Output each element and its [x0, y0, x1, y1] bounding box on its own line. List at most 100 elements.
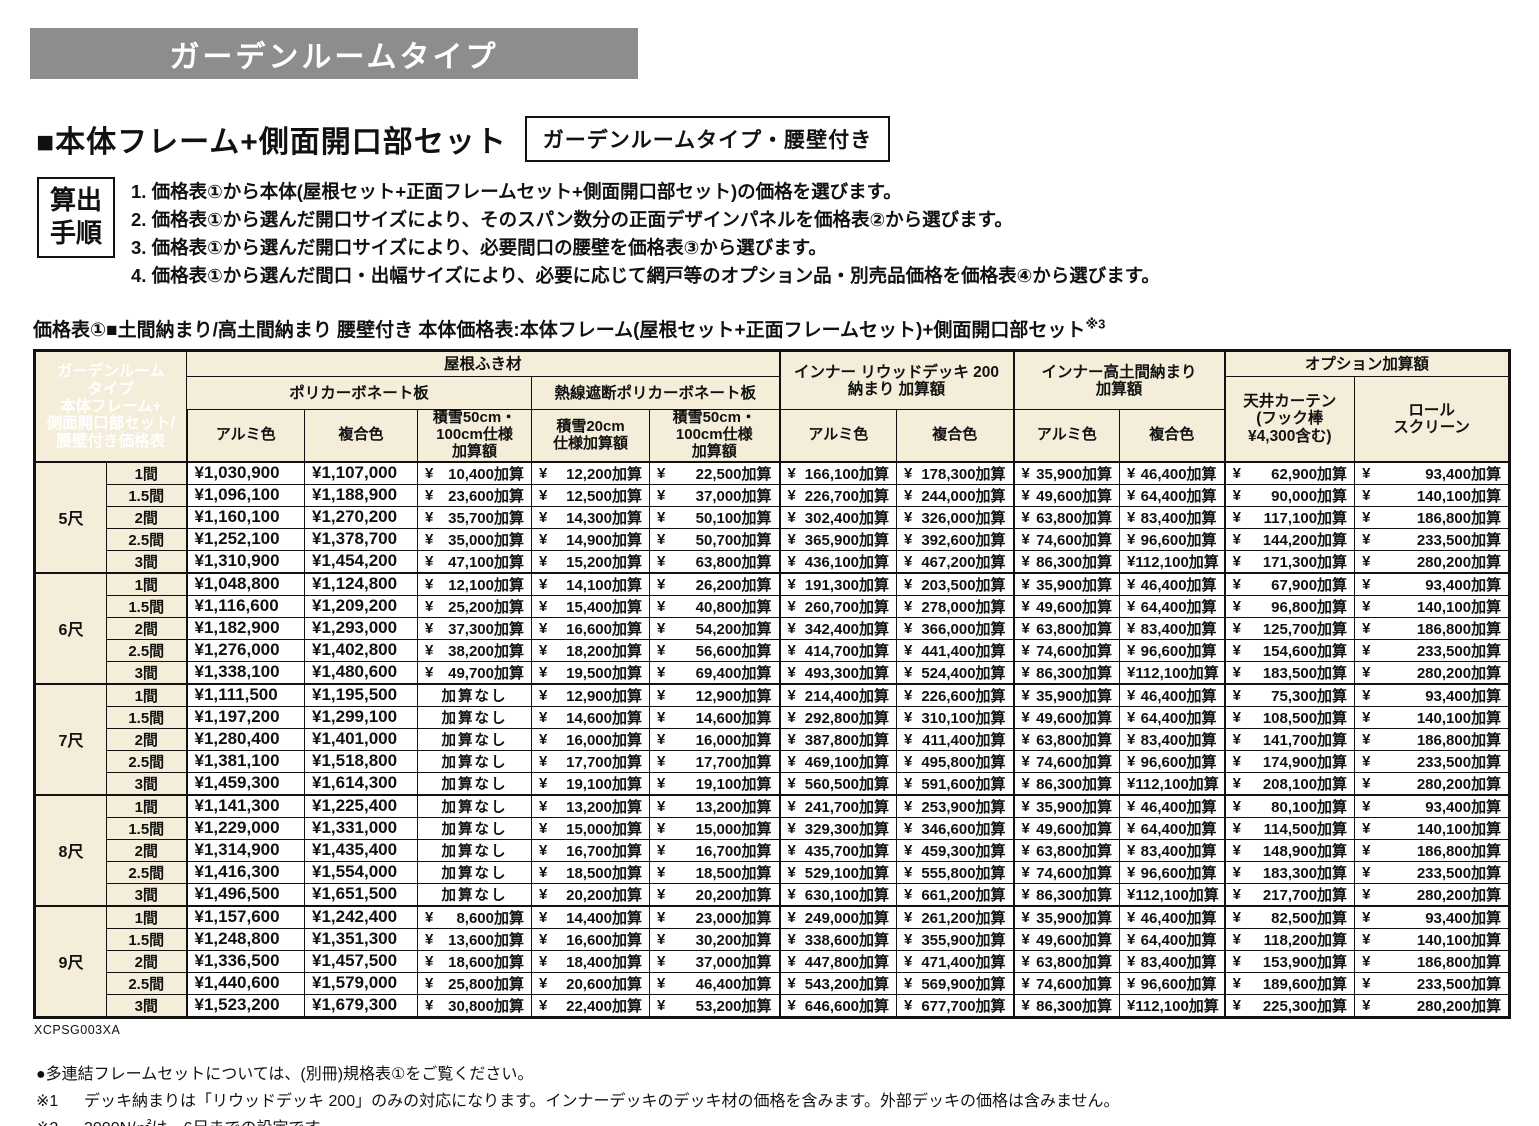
yen-symbol: ¥ [657, 908, 666, 926]
yen-symbol: ¥ [539, 641, 548, 659]
yen-symbol: ¥ [1232, 819, 1241, 837]
row-depth-label: 5尺 [34, 460, 107, 574]
addition-amount: 125,700加算 [1262, 620, 1348, 638]
addition-amount: 83,400加算 [1140, 509, 1217, 527]
yen-symbol: ¥ [425, 575, 434, 593]
addition-amount: 280,200加算 [1416, 775, 1502, 793]
price-alumi-cell: ¥1,523,200 [185, 993, 305, 1018]
yen-symbol: ¥ [1362, 641, 1371, 659]
table-row: 8尺 1間 ¥1,141,300 ¥1,225,400 加算なし ¥13,200加算 ¥13… [34, 793, 1511, 907]
price-alumi-cell: ¥1,338,100 [185, 660, 305, 685]
addition-price-cell: ¥46,400加算 [1119, 460, 1226, 485]
row-span-label: 3間 [106, 660, 187, 685]
addition-amount: 35,900加算 [1036, 576, 1113, 594]
addition-price-cell: ¥50,700加算 [648, 527, 781, 551]
header-deck-alumi-color: アルミ色 [778, 409, 898, 463]
addition-amount: 25,800加算 [448, 975, 524, 993]
yen-symbol: ¥ [1362, 908, 1371, 926]
yen-symbol: ¥ [1232, 575, 1241, 593]
addition-amount: 30,200加算 [695, 931, 772, 949]
yen-symbol: ¥ [787, 508, 796, 526]
addition-price-cell: ¥141,700加算 [1223, 727, 1356, 751]
addition-price-cell: ¥493,300加算 [778, 660, 898, 685]
addition-amount: 86,300加算 [1036, 886, 1113, 904]
yen-symbol: ¥ [787, 974, 796, 992]
price-composite-cell: ¥1,579,000 [304, 971, 418, 995]
table-row: 2.5間 ¥1,381,100 ¥1,518,800 加算なし ¥17,700加算 ¥17… [35, 749, 1511, 773]
yen-symbol: ¥ [1127, 552, 1136, 570]
addition-price-cell: ¥441,400加算 [896, 638, 1015, 662]
yen-symbol: ¥ [657, 930, 666, 948]
addition-price-cell: ¥86,300加算 [1012, 549, 1121, 574]
addition-price-cell: ¥56,600加算 [648, 638, 781, 662]
yen-symbol: ¥ [1021, 952, 1030, 970]
header-doma-composite-color: 複合色 [1119, 409, 1226, 463]
addition-amount: 191,300加算 [804, 576, 890, 594]
addition-amount: 80,100加算 [1271, 798, 1348, 816]
addition-price-cell: ¥447,800加算 [778, 949, 898, 973]
addition-price-cell: ¥63,800加算 [1012, 616, 1121, 640]
addition-amount: 82,500加算 [1271, 909, 1348, 927]
yen-symbol: ¥ [787, 730, 796, 748]
row-span-label: 1間 [106, 793, 187, 818]
addition-price-cell: ¥125,700加算 [1223, 616, 1356, 640]
addition-price-cell: ¥112,100加算 [1119, 771, 1226, 796]
header-snow50-poly: 積雪50cm・ 100cm仕様 加算額 [417, 409, 532, 463]
addition-price-cell: ¥35,700加算 [417, 505, 532, 529]
yen-symbol: ¥ [904, 996, 913, 1014]
yen-symbol: ¥ [1021, 930, 1030, 948]
addition-amount: 93,400加算 [1425, 798, 1502, 816]
yen-symbol: ¥ [539, 619, 548, 637]
addition-amount: 35,000加算 [448, 531, 524, 549]
table-row: 2.5間 ¥1,416,300 ¥1,554,000 加算なし ¥18,500加算 ¥18… [35, 860, 1511, 884]
addition-amount: 280,200加算 [1416, 553, 1502, 571]
yen-symbol: ¥ [904, 597, 913, 615]
addition-price-cell: ¥249,000加算 [778, 904, 898, 929]
addition-amount: 16,700加算 [566, 842, 642, 860]
yen-symbol: ¥ [1362, 930, 1371, 948]
yen-symbol: ¥ [787, 952, 796, 970]
price-alumi-cell: ¥1,197,200 [185, 705, 305, 729]
addition-amount: 302,400加算 [804, 509, 890, 527]
table-row: 3間 ¥1,459,300 ¥1,614,300 加算なし ¥19,100加算 ¥19,1… [35, 771, 1511, 796]
price-alumi-cell: ¥1,252,100 [185, 527, 305, 551]
addition-amount: 30,800加算 [448, 997, 524, 1015]
addition-price-cell: ¥186,800加算 [1354, 949, 1511, 973]
addition-amount: 14,900加算 [566, 531, 642, 549]
addition-amount: 49,700加算 [448, 664, 524, 682]
addition-amount: 186,800加算 [1416, 620, 1502, 638]
yen-symbol: ¥ [1232, 952, 1241, 970]
addition-amount: 37,300加算 [448, 620, 524, 638]
row-span-label: 2間 [106, 616, 187, 640]
addition-amount: 524,400加算 [921, 664, 1006, 682]
addition-amount: 14,300加算 [566, 509, 642, 527]
addition-price-cell: ¥226,700加算 [778, 483, 898, 507]
addition-price-cell: ¥469,100加算 [778, 749, 898, 773]
addition-amount: 495,800加算 [921, 753, 1006, 771]
yen-symbol: ¥ [657, 641, 666, 659]
row-span-label: 3間 [106, 882, 187, 907]
price-composite-cell: ¥1,331,000 [304, 816, 418, 840]
yen-symbol: ¥ [904, 486, 913, 504]
yen-symbol: ¥ [787, 686, 796, 704]
addition-amount: 249,000加算 [804, 909, 890, 927]
addition-price-cell: ¥140,100加算 [1354, 816, 1511, 840]
addition-price-cell: ¥74,600加算 [1012, 749, 1121, 773]
addition-amount: 67,900加算 [1271, 576, 1348, 594]
table-caption-text: 価格表①■土間納まり/高土間納まり 腰壁付き 本体価格表:本体フレーム(屋根セッ… [33, 320, 1086, 342]
procedure-step: 2. 価格表①から選んだ開口サイズにより、そのスパン数分の正面デザインパネルを価… [131, 209, 1013, 231]
yen-symbol: ¥ [904, 974, 913, 992]
yen-symbol: ¥ [904, 552, 913, 570]
yen-symbol: ¥ [1021, 863, 1030, 881]
row-span-label: 1.5間 [106, 594, 187, 618]
addition-amount: 20,200加算 [566, 886, 642, 904]
addition-price-cell: ¥30,800加算 [417, 993, 532, 1018]
table-row: 1.5間 ¥1,116,600 ¥1,209,200 ¥25,200加算 ¥15,400… [35, 594, 1511, 618]
procedure-step: 4. 価格表①から選んだ間口・出幅サイズにより、必要に応じて網戸等のオプション品… [131, 265, 1160, 287]
addition-amount: 118,200加算 [1263, 931, 1348, 949]
addition-price-cell: ¥14,100加算 [531, 571, 650, 596]
addition-price-cell: ¥12,200加算 [531, 460, 650, 485]
addition-price-cell: ¥411,400加算 [896, 727, 1015, 751]
yen-symbol: ¥ [539, 508, 548, 526]
addition-amount: 253,900加算 [921, 798, 1006, 816]
